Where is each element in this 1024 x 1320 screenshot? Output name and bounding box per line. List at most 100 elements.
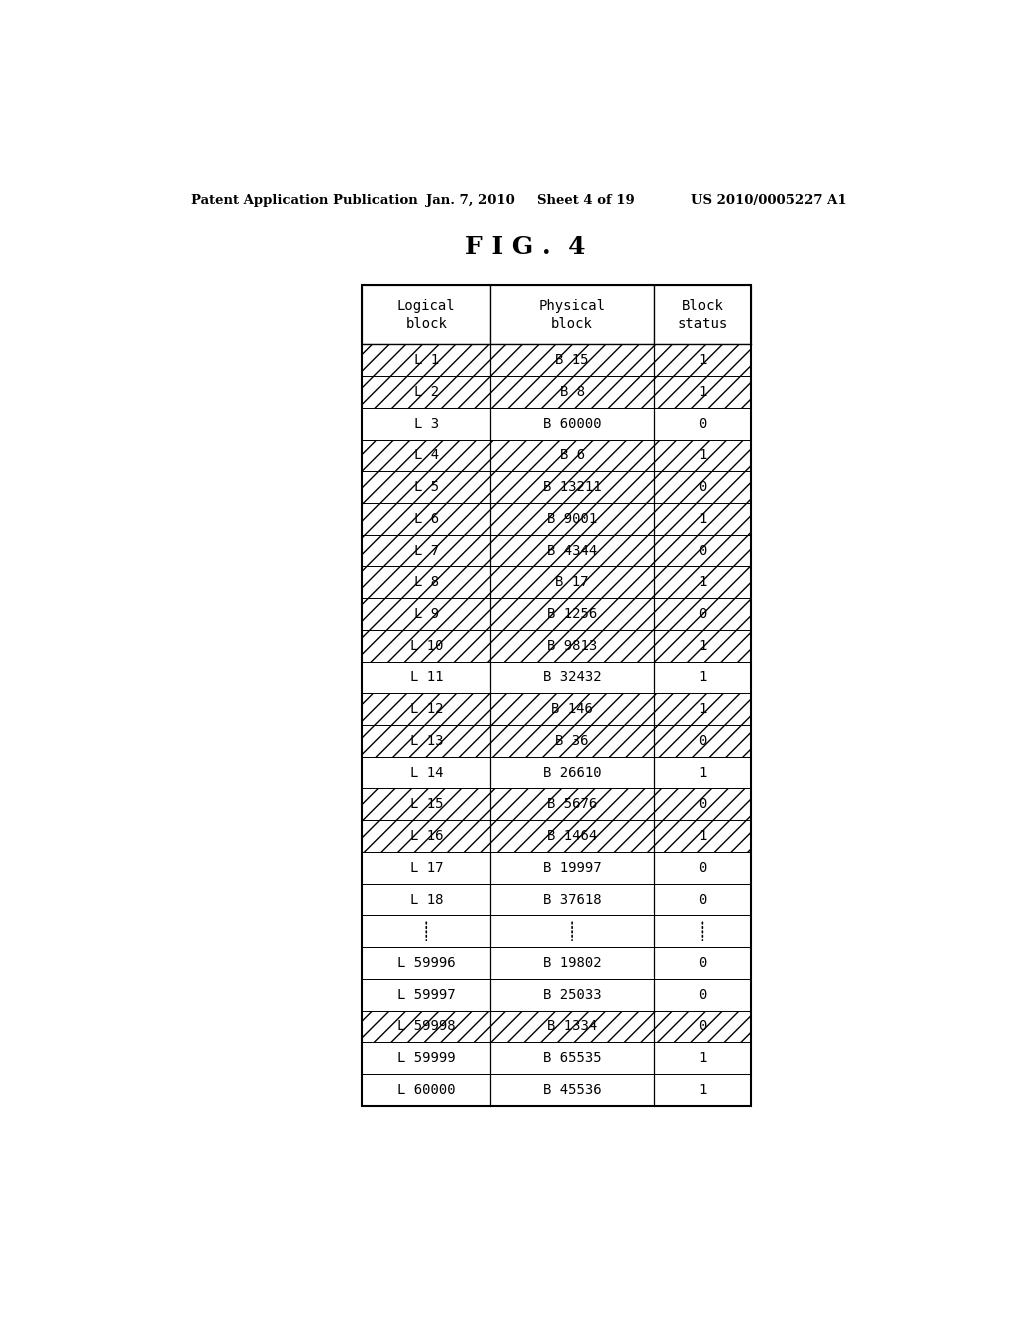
- Bar: [653, 1011, 751, 1043]
- Bar: [490, 630, 653, 661]
- Bar: [653, 979, 751, 1011]
- Text: L 1: L 1: [414, 354, 439, 367]
- Bar: [490, 408, 653, 440]
- Bar: [490, 598, 653, 630]
- Text: L 2: L 2: [414, 385, 439, 399]
- Text: B 17: B 17: [555, 576, 589, 589]
- Bar: [490, 725, 653, 756]
- Text: 1: 1: [698, 671, 707, 685]
- Bar: [653, 788, 751, 820]
- Text: L 10: L 10: [410, 639, 443, 653]
- Text: 1: 1: [698, 702, 707, 717]
- Bar: [362, 345, 490, 376]
- Text: B 19802: B 19802: [543, 956, 601, 970]
- Text: B 8: B 8: [559, 385, 585, 399]
- Bar: [490, 471, 653, 503]
- Bar: [490, 566, 653, 598]
- Text: L 14: L 14: [410, 766, 443, 780]
- Bar: [490, 598, 653, 630]
- Text: 1: 1: [698, 639, 707, 653]
- Text: L 7: L 7: [414, 544, 439, 557]
- Bar: [362, 376, 490, 408]
- Text: L 11: L 11: [410, 671, 443, 685]
- Text: Physical
block: Physical block: [539, 298, 605, 331]
- Bar: [653, 946, 751, 979]
- Text: Sheet 4 of 19: Sheet 4 of 19: [537, 194, 635, 207]
- Text: 0: 0: [698, 544, 707, 557]
- Bar: [362, 285, 490, 345]
- Text: 0: 0: [698, 734, 707, 748]
- Text: B 25033: B 25033: [543, 987, 601, 1002]
- Text: L 18: L 18: [410, 892, 443, 907]
- Text: B 9001: B 9001: [547, 512, 597, 525]
- Bar: [490, 725, 653, 756]
- Bar: [362, 471, 490, 503]
- Bar: [490, 345, 653, 376]
- Bar: [653, 598, 751, 630]
- Bar: [362, 1043, 490, 1074]
- Text: F I G .  4: F I G . 4: [465, 235, 585, 259]
- Bar: [490, 285, 653, 345]
- Bar: [490, 503, 653, 535]
- Text: L 59999: L 59999: [397, 1051, 456, 1065]
- Text: B 5676: B 5676: [547, 797, 597, 812]
- Text: 1: 1: [698, 766, 707, 780]
- Text: 0: 0: [698, 892, 707, 907]
- Bar: [490, 979, 653, 1011]
- Bar: [653, 503, 751, 535]
- Bar: [653, 345, 751, 376]
- Text: 0: 0: [698, 480, 707, 494]
- Text: L 5: L 5: [414, 480, 439, 494]
- Bar: [362, 979, 490, 1011]
- Text: B 1334: B 1334: [547, 1019, 597, 1034]
- Bar: [490, 440, 653, 471]
- Bar: [362, 408, 490, 440]
- Text: L 60000: L 60000: [397, 1082, 456, 1097]
- Bar: [362, 820, 490, 851]
- Bar: [490, 851, 653, 883]
- Bar: [653, 693, 751, 725]
- Bar: [362, 566, 490, 598]
- Bar: [653, 1074, 751, 1106]
- Text: 1: 1: [698, 512, 707, 525]
- Bar: [653, 915, 751, 946]
- Bar: [490, 471, 653, 503]
- Bar: [490, 345, 653, 376]
- Bar: [653, 820, 751, 851]
- Bar: [362, 661, 490, 693]
- Bar: [362, 946, 490, 979]
- Bar: [653, 725, 751, 756]
- Text: 0: 0: [698, 417, 707, 430]
- Bar: [362, 851, 490, 883]
- Text: L 6: L 6: [414, 512, 439, 525]
- Text: L 17: L 17: [410, 861, 443, 875]
- Bar: [490, 630, 653, 661]
- Text: L 15: L 15: [410, 797, 443, 812]
- Bar: [362, 1074, 490, 1106]
- Bar: [362, 535, 490, 566]
- Text: L 59997: L 59997: [397, 987, 456, 1002]
- Bar: [653, 440, 751, 471]
- Bar: [490, 566, 653, 598]
- Bar: [653, 630, 751, 661]
- Bar: [653, 471, 751, 503]
- Bar: [653, 883, 751, 915]
- Bar: [362, 503, 490, 535]
- Bar: [362, 788, 490, 820]
- Text: US 2010/0005227 A1: US 2010/0005227 A1: [691, 194, 847, 207]
- Bar: [362, 598, 490, 630]
- Text: 0: 0: [698, 1019, 707, 1034]
- Bar: [362, 345, 490, 376]
- Bar: [653, 756, 751, 788]
- Text: 1: 1: [698, 1051, 707, 1065]
- Bar: [653, 1043, 751, 1074]
- Text: L 3: L 3: [414, 417, 439, 430]
- Text: B 65535: B 65535: [543, 1051, 601, 1065]
- Bar: [653, 535, 751, 566]
- Text: B 1464: B 1464: [547, 829, 597, 843]
- Bar: [362, 883, 490, 915]
- Text: 0: 0: [698, 956, 707, 970]
- Text: 1: 1: [698, 829, 707, 843]
- Text: 0: 0: [698, 987, 707, 1002]
- Bar: [653, 851, 751, 883]
